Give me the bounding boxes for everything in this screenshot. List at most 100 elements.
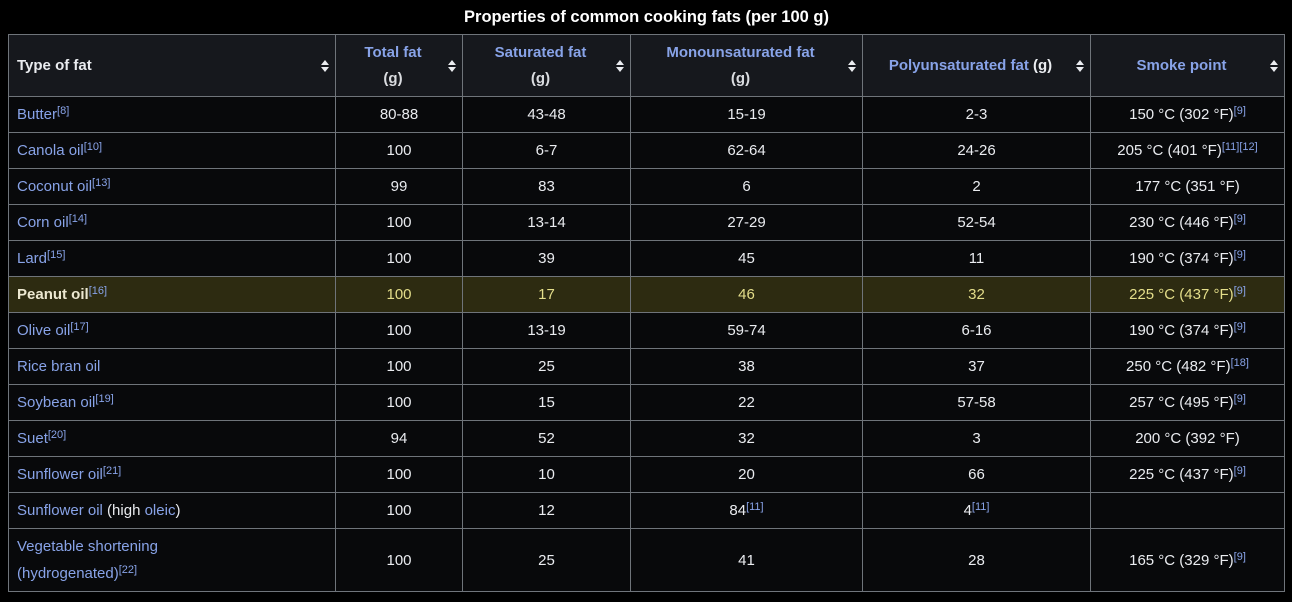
cell-saturated-fat: 13-19 <box>462 312 631 349</box>
column-header-total-fat[interactable]: Total fat (g) <box>335 34 463 97</box>
footnote-ref[interactable]: [14] <box>68 213 88 226</box>
cell-type-of-fat: Vegetable shortening (hydrogenated)[22] <box>8 528 336 592</box>
cell-text: Type of fat <box>17 56 92 74</box>
cell-polyunsaturated-fat: 11 <box>862 240 1091 277</box>
sort-icon[interactable] <box>1270 59 1278 72</box>
footnote-ref[interactable]: [9] <box>1233 321 1246 334</box>
cell-smoke-point <box>1090 492 1285 529</box>
cell-polyunsaturated-fat: 2 <box>862 168 1091 205</box>
wiki-link[interactable]: Canola oil <box>17 142 84 159</box>
wiki-link[interactable]: Polyunsaturated fat <box>888 56 1029 74</box>
wiki-link[interactable]: Total fat <box>364 43 422 61</box>
wiki-link[interactable]: Saturated fat <box>494 43 587 61</box>
footnote-ref[interactable]: [11] <box>746 501 764 514</box>
cell-text: 4 <box>963 502 972 519</box>
cell-text: 38 <box>738 358 755 375</box>
footnote-ref[interactable]: [20] <box>47 429 67 442</box>
wiki-link[interactable]: Butter <box>17 106 58 123</box>
cell-text: 2-3 <box>965 106 988 123</box>
footnote-ref[interactable]: [9] <box>1233 285 1246 298</box>
wiki-link[interactable]: Corn oil <box>17 214 69 231</box>
wiki-link[interactable]: Soybean oil <box>17 394 96 411</box>
cell-text: 66 <box>968 466 985 483</box>
cell-text: 25 <box>538 551 555 569</box>
cell-type-of-fat: Olive oil[17] <box>8 312 336 349</box>
sort-icon[interactable] <box>1076 59 1084 72</box>
footnote-ref[interactable]: [9] <box>1233 213 1246 226</box>
cell-total-fat: 100 <box>335 384 463 421</box>
cell-text: 27-29 <box>727 214 766 231</box>
column-header-monounsaturated-fat[interactable]: Monounsaturated fat (g) <box>630 34 863 97</box>
footnote-ref[interactable]: [9] <box>1233 465 1246 478</box>
cell-smoke-point: 230 °C (446 °F)[9] <box>1090 204 1285 241</box>
cell-total-fat: 100 <box>335 132 463 169</box>
cell-type-of-fat: Suet[20] <box>8 420 336 457</box>
cell-text: 25 <box>538 358 555 375</box>
wiki-link[interactable]: Coconut oil <box>17 178 93 195</box>
footnote-ref[interactable]: [9] <box>1233 249 1246 262</box>
footnote-ref[interactable]: [15] <box>47 249 66 262</box>
footnote-ref[interactable]: [22] <box>118 564 138 577</box>
footnote-ref[interactable]: [9] <box>1233 550 1246 563</box>
header-label: Smoke point <box>1097 53 1266 79</box>
column-header-polyunsaturated-fat[interactable]: Polyunsaturated fat (g) <box>862 34 1091 97</box>
cell-total-fat: 100 <box>335 456 463 493</box>
cell-text: 37 <box>968 358 985 375</box>
unit-label: (g) <box>530 69 551 87</box>
cell-text: 100 <box>386 286 412 303</box>
wiki-link[interactable]: Sunflower oil <box>17 466 103 483</box>
cell-text: 17 <box>538 286 555 303</box>
footnote-ref[interactable]: [10] <box>83 141 103 154</box>
footnote-ref[interactable]: [9] <box>1233 393 1246 406</box>
wiki-link[interactable]: Vegetable shortening (hydrogenated) <box>17 538 158 582</box>
wiki-link[interactable]: Suet <box>17 430 48 447</box>
footnote-ref[interactable]: [16] <box>88 285 108 298</box>
column-header-saturated-fat[interactable]: Saturated fat (g) <box>462 34 631 97</box>
wiki-link[interactable]: Olive oil <box>17 322 71 339</box>
cell-text: (high <box>102 502 145 519</box>
cell-text: 15-19 <box>727 106 766 123</box>
cell-smoke-point: 250 °C (482 °F)[18] <box>1090 348 1285 385</box>
footnote-ref[interactable]: [21] <box>102 465 122 478</box>
footnote-ref[interactable]: [9] <box>1233 105 1246 118</box>
sort-icon[interactable] <box>321 59 329 72</box>
column-header-type-of-fat[interactable]: Type of fat <box>8 34 336 97</box>
wiki-link[interactable]: Monounsaturated fat <box>666 43 815 61</box>
cell-text: 10 <box>538 466 555 483</box>
cell-text: 200 °C (392 °F) <box>1135 430 1240 447</box>
footnote-ref[interactable]: [11] <box>1221 141 1240 154</box>
unit-label: (g) <box>730 69 751 87</box>
cell-polyunsaturated-fat: 2-3 <box>862 96 1091 133</box>
footnote-ref[interactable]: [18] <box>1230 357 1249 370</box>
cell-text: 84 <box>729 502 747 519</box>
column-header-smoke-point[interactable]: Smoke point <box>1090 34 1285 97</box>
cell-smoke-point: 165 °C (329 °F)[9] <box>1090 528 1285 592</box>
footnote-ref[interactable]: [8] <box>57 105 70 118</box>
wiki-link[interactable]: Rice bran oil <box>17 358 101 375</box>
cell-polyunsaturated-fat: 66 <box>862 456 1091 493</box>
footnote-ref[interactable]: [19] <box>95 393 114 406</box>
footnote-ref[interactable]: [11] <box>971 501 990 514</box>
cell-monounsaturated-fat: 41 <box>630 528 863 592</box>
cell-smoke-point: 150 °C (302 °F)[9] <box>1090 96 1285 133</box>
footnote-ref[interactable]: [17] <box>70 321 89 334</box>
cell-type-of-fat: Sunflower oil (high oleic) <box>8 492 336 529</box>
cell-text: 3 <box>972 430 981 447</box>
wiki-link[interactable]: Lard <box>17 250 48 267</box>
wiki-link[interactable]: Sunflower oil <box>17 502 103 519</box>
cell-text: (g) <box>1028 56 1053 74</box>
cell-type-of-fat: Canola oil[10] <box>8 132 336 169</box>
cell-text: 62-64 <box>727 142 766 159</box>
wiki-link[interactable]: oleic <box>144 502 176 519</box>
footnote-ref[interactable]: [13] <box>92 177 111 190</box>
footnote-ref[interactable]: [12] <box>1239 141 1258 154</box>
cell-text: 13-19 <box>527 322 566 339</box>
cell-smoke-point: 190 °C (374 °F)[9] <box>1090 312 1285 349</box>
sort-icon[interactable] <box>448 59 456 72</box>
cell-text: 100 <box>386 142 412 159</box>
sort-icon[interactable] <box>616 59 624 72</box>
sort-icon[interactable] <box>848 59 856 72</box>
wiki-link[interactable]: Smoke point <box>1136 56 1227 74</box>
header-cell-content: Monounsaturated fat (g) <box>637 40 856 92</box>
table-row: Coconut oil[13] 99 83 6 2 177 °C (351 °F) <box>8 168 1285 205</box>
